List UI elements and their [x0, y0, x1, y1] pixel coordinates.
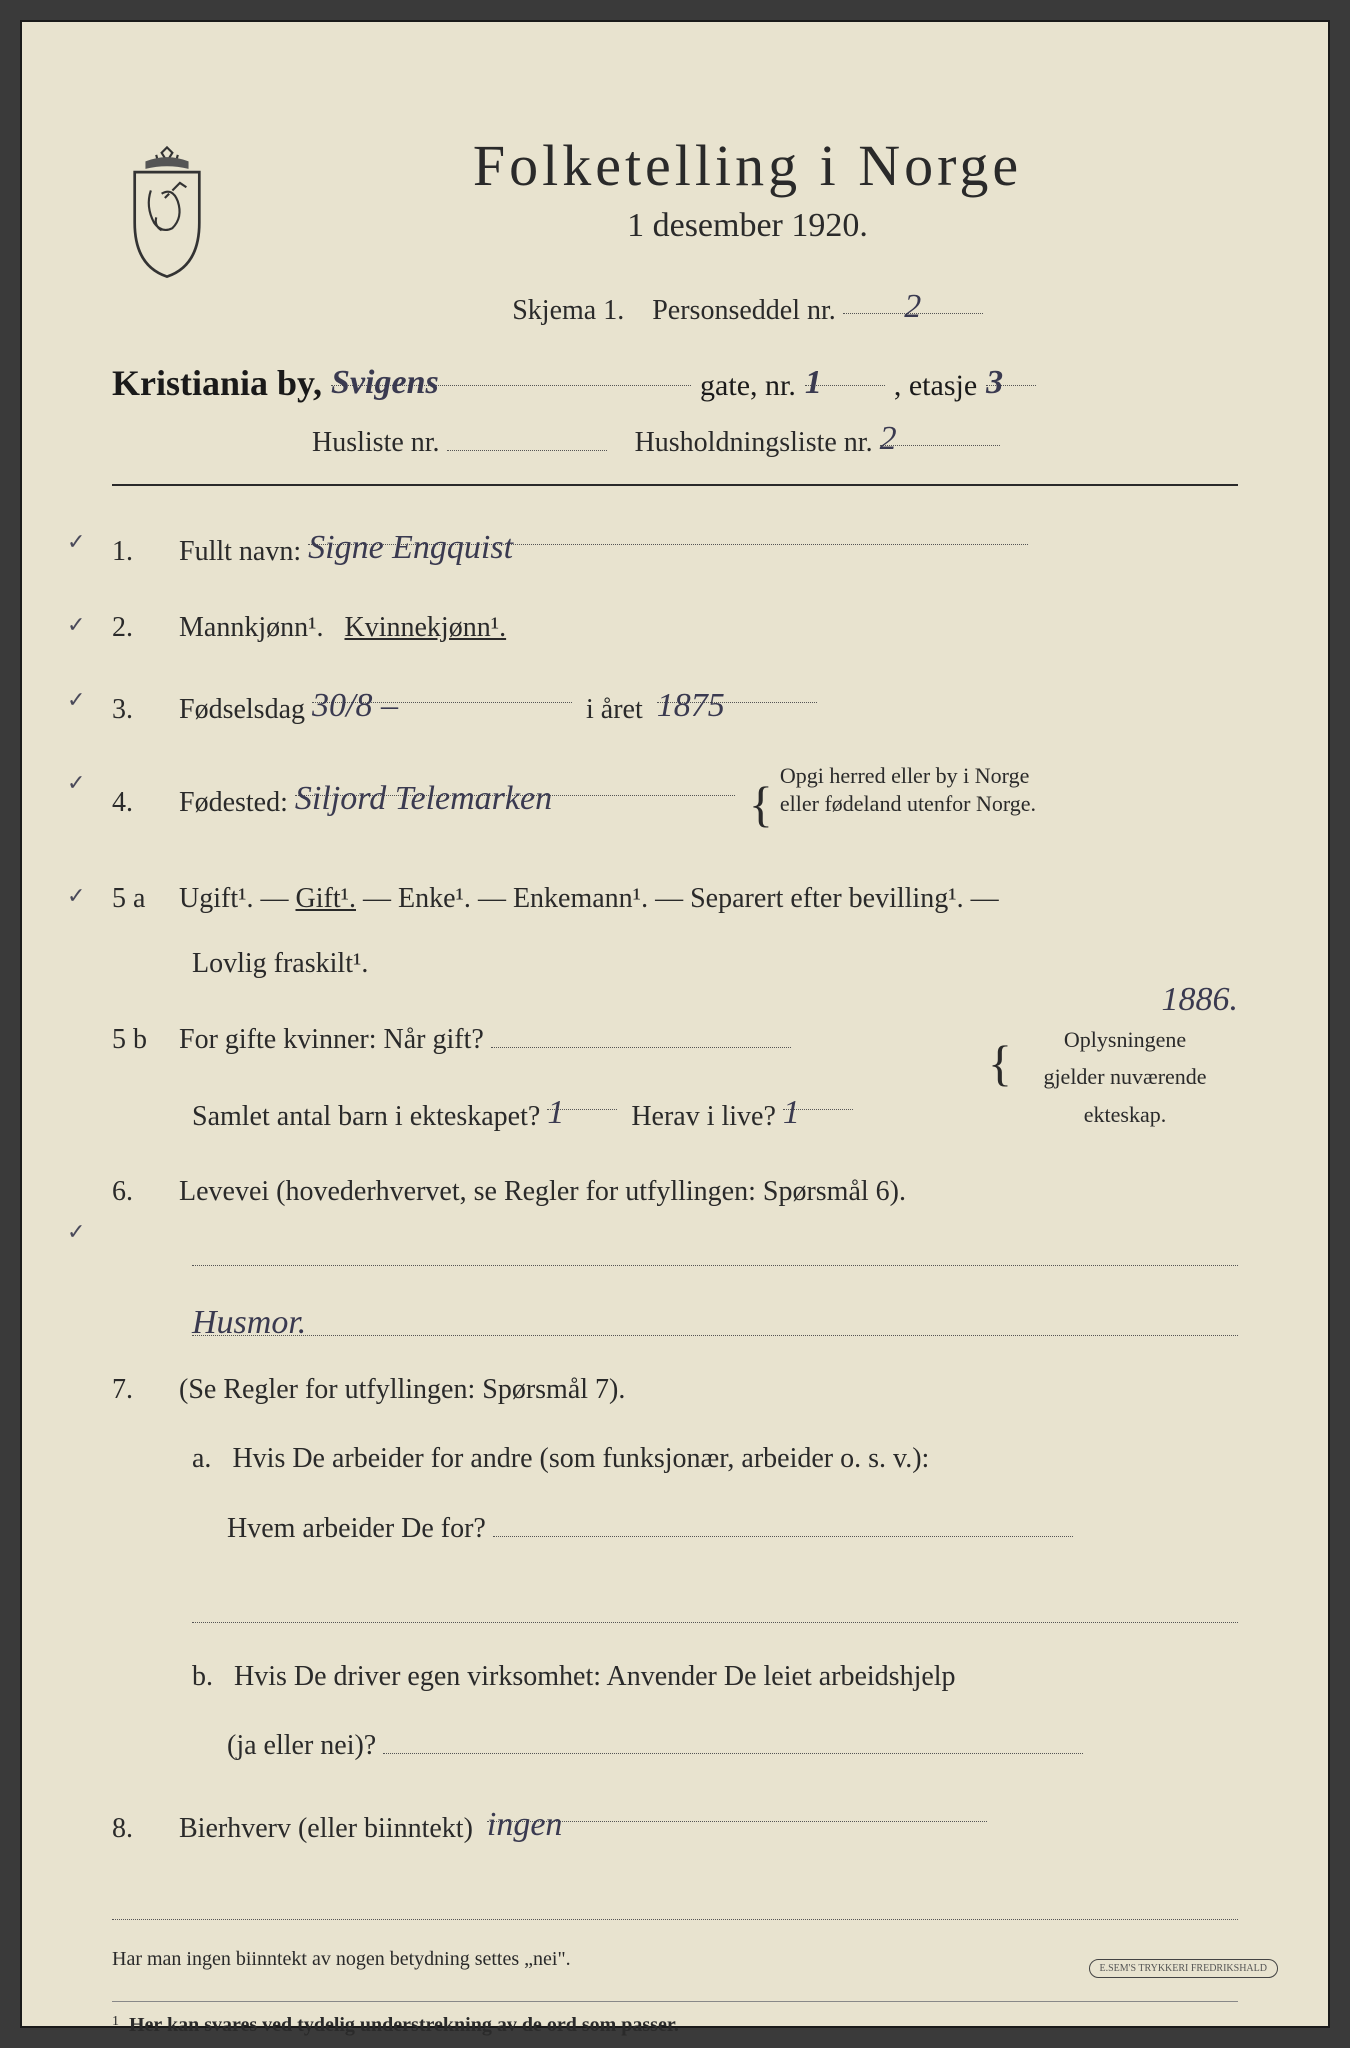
q8: 8. Bierhverv (eller biinntekt) ingen [112, 1798, 1238, 1921]
printer-mark: E.SEM'S TRYKKERI FREDRIKSHALD [1089, 1959, 1278, 1978]
q5b-label2: Samlet antal barn i ekteskapet? [192, 1101, 540, 1132]
q8-line [112, 1880, 1238, 1920]
q1-num: 1. [112, 528, 172, 576]
q2-mann: Mannkjønn¹. [179, 612, 324, 643]
q5a-gift: Gift¹. [296, 883, 357, 914]
schema-label: Skjema 1. [512, 295, 624, 326]
q8-label: Bierhverv (eller biinntekt) [179, 1813, 473, 1844]
footer-note: Har man ingen biinntekt av nogen betydni… [112, 1948, 1238, 1971]
q5b-num: 5 b [112, 1016, 172, 1064]
husliste-line: Husliste nr. Husholdningsliste nr. 2 [312, 422, 1238, 459]
brace-icon: { [988, 1021, 1012, 1106]
q7b-text2: (ja eller nei)? [227, 1730, 376, 1761]
title-block: Folketelling i Norge 1 desember 1920. Sk… [257, 132, 1238, 327]
check-icon: ✓ [67, 877, 85, 914]
q5a-ugift: Ugift¹. [179, 883, 254, 914]
divider [112, 484, 1238, 486]
q6: ✓ 6. Levevei (hovederhvervet, se Regler … [112, 1168, 1238, 1336]
q3: ✓ 3. Fødselsdag 30/8 – i året 1875 [112, 679, 1238, 734]
q5a-num: 5 a [112, 875, 172, 923]
etasje-label: , etasje [894, 369, 977, 402]
q2: ✓ 2. Mannkjønn¹. Kvinnekjønn¹. [112, 604, 1238, 652]
q4-label: Fødested: [179, 787, 288, 818]
husholdning-label: Husholdningsliste nr. [635, 427, 873, 458]
q4-num: 4. [112, 779, 172, 827]
census-form-page: Folketelling i Norge 1 desember 1920. Sk… [20, 20, 1330, 2028]
q7a-label: a. [192, 1443, 211, 1474]
q3-label: Fødselsdag [179, 694, 305, 725]
q7b-text1: Hvis De driver egen virksomhet: Anvender… [234, 1661, 956, 1692]
city-line: Kristiania by, Svigens gate, nr. 1 , eta… [112, 362, 1238, 404]
q1-value: Signe Engquist [308, 529, 513, 566]
q3-num: 3. [112, 686, 172, 734]
q7a-text1: Hvis De arbeider for andre (som funksjon… [232, 1443, 929, 1474]
q6-value: Husmor. [192, 1304, 306, 1341]
city-prefix: Kristiania by, [112, 363, 322, 403]
q8-num: 8. [112, 1805, 172, 1853]
q5a-enke: Enke¹. [398, 883, 471, 914]
q4: ✓ 4. Fødested: Siljord Telemarken { Opgi… [112, 762, 1238, 847]
q7: 7. (Se Regler for utfyllingen: Spørsmål … [112, 1366, 1238, 1770]
brace-icon: { [749, 762, 773, 847]
check-icon: ✓ [67, 1213, 85, 1250]
q5a-separert: Separert efter bevilling¹. [690, 883, 964, 914]
footnote-text: Her kan svares ved tydelig understreknin… [129, 2014, 679, 2036]
q3-year-label: i året [586, 694, 643, 725]
check-icon: ✓ [67, 764, 85, 801]
check-icon: ✓ [67, 523, 85, 560]
personseddel-nr: 2 [904, 288, 921, 325]
q7a-line [192, 1583, 1238, 1623]
q7b-label: b. [192, 1661, 213, 1692]
thin-divider [112, 2001, 1238, 2002]
footnote-num: 1 [112, 2014, 119, 2029]
personseddel-label: Personseddel nr. [652, 295, 836, 326]
etasje-nr: 3 [986, 364, 1003, 401]
q1: ✓ 1. Fullt navn: Signe Engquist [112, 521, 1238, 576]
q6-line2: Husmor. [192, 1296, 1238, 1336]
q7a-text2: Hvem arbeider De for? [227, 1513, 486, 1544]
q3-year: 1875 [657, 687, 725, 724]
q7-label: (Se Regler for utfyllingen: Spørsmål 7). [179, 1374, 625, 1405]
q2-num: 2. [112, 604, 172, 652]
husliste-label: Husliste nr. [312, 427, 440, 458]
schema-line: Skjema 1. Personseddel nr. 2 [257, 290, 1238, 327]
husholdning-nr: 2 [880, 420, 897, 457]
check-icon: ✓ [67, 606, 85, 643]
main-title: Folketelling i Norge [257, 132, 1238, 199]
q5b-note: { Oplysningene gjelder nuværende ekteska… [988, 1021, 1238, 1133]
q8-value: ingen [487, 1806, 563, 1843]
q5a-enkemann: Enkemann¹. [513, 883, 648, 914]
q6-line1 [192, 1226, 1238, 1266]
q5b-barn: 1 [547, 1094, 564, 1131]
gate-nr: 1 [805, 364, 822, 401]
street-name: Svigens [331, 364, 439, 401]
q3-day: 30/8 – [312, 687, 398, 724]
q5b: 1886. 5 b For gifte kvinner: Når gift? {… [112, 1016, 1238, 1140]
q7-num: 7. [112, 1366, 172, 1414]
q2-kvinne: Kvinnekjønn¹. [345, 612, 507, 643]
q5b-label3: Herav i live? [631, 1101, 776, 1132]
header-block: Folketelling i Norge 1 desember 1920. Sk… [112, 132, 1238, 327]
subtitle: 1 desember 1920. [257, 207, 1238, 245]
q4-value: Siljord Telemarken [295, 780, 552, 817]
q5a-fraskilt: Lovlig fraskilt¹. [192, 948, 368, 979]
gate-label: gate, nr. [700, 369, 796, 402]
q6-label: Levevei (hovederhvervet, se Regler for u… [179, 1176, 906, 1207]
q5b-live: 1 [783, 1094, 800, 1131]
q5b-label1: For gifte kvinner: Når gift? [179, 1024, 484, 1055]
footnote-line: 1 Her kan svares ved tydelig understrekn… [112, 2014, 1238, 2037]
q5a: ✓ 5 a Ugift¹. — Gift¹. — Enke¹. — Enkema… [112, 875, 1238, 988]
check-icon: ✓ [67, 681, 85, 718]
q1-label: Fullt navn: [179, 536, 301, 567]
q4-note: Opgi herred eller by i Norge eller fødel… [780, 762, 1036, 819]
q6-num: 6. [112, 1168, 172, 1216]
coat-of-arms-icon [112, 142, 222, 282]
